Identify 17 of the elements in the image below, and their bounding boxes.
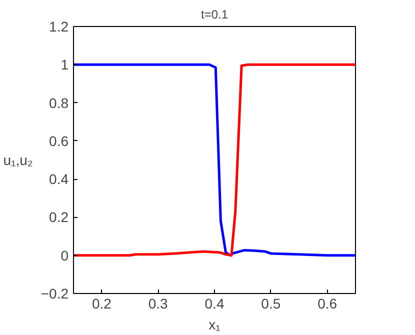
x-tick-label: 0.2 xyxy=(92,296,112,312)
x-tick-label: 0.4 xyxy=(204,296,224,312)
y-tick-label: −0.2 xyxy=(40,286,69,302)
y-tick-label: 1 xyxy=(60,56,69,73)
line-series xyxy=(74,63,356,257)
y-tick-label: 0.2 xyxy=(49,209,69,226)
y-tick-label: 0.4 xyxy=(49,171,69,188)
y-tick-label: 0 xyxy=(60,247,69,264)
chart-title: t=0.1 xyxy=(200,8,228,22)
y-axis-title: u₁,u₂ xyxy=(3,152,33,168)
x-tick-label: 0.5 xyxy=(261,296,281,312)
y-tick-label: 0.8 xyxy=(49,94,69,111)
x-tick-label: 0.6 xyxy=(318,296,338,312)
x-axis-title: x₁ xyxy=(208,316,221,332)
x-tick-label: 0.3 xyxy=(148,296,168,312)
y-tick-label: 0.6 xyxy=(49,132,69,149)
y-tick-label: 1.2 xyxy=(49,18,69,34)
